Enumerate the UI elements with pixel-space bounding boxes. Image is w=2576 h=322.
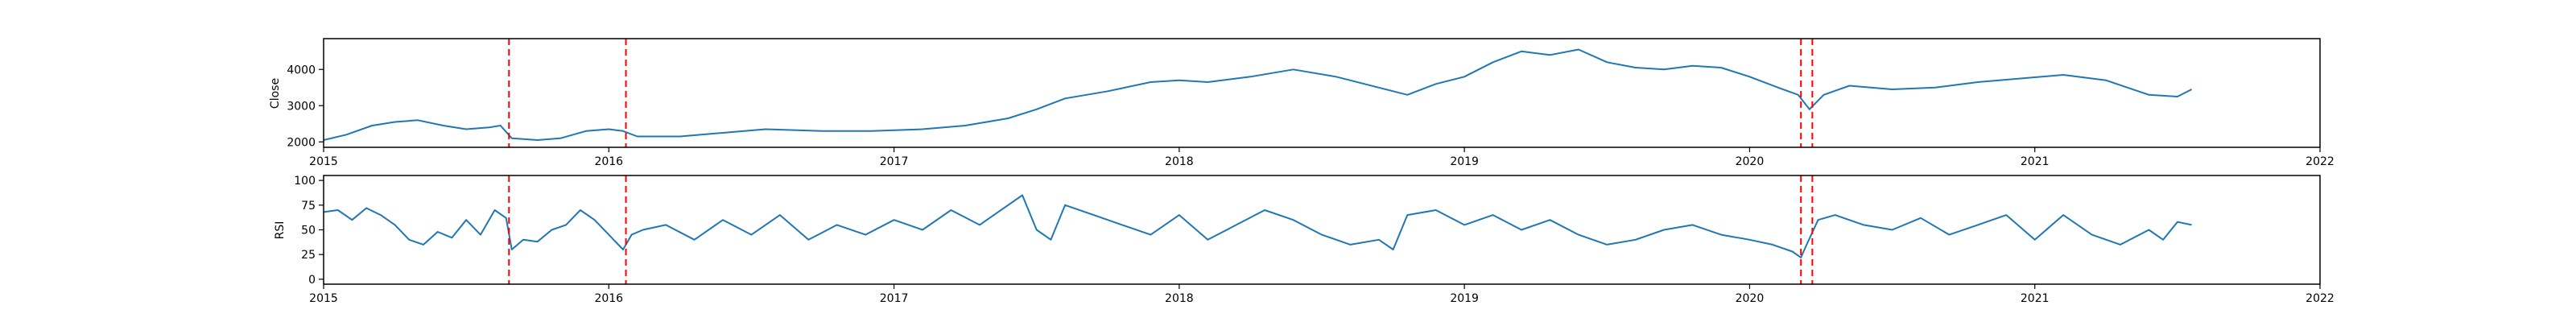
close-x-tick-label: 2016 <box>594 155 623 168</box>
close-x-tick-label: 2018 <box>1165 155 1194 168</box>
close-x-tick-label: 2019 <box>1450 155 1479 168</box>
close-x-tick-label: 2022 <box>2306 155 2334 168</box>
close-y-axis-label: Close <box>269 78 282 109</box>
rsi-x-tick-label: 2020 <box>1736 292 1765 305</box>
close-y-tick-label: 4000 <box>287 64 316 76</box>
rsi-x-tick-label: 2015 <box>309 292 338 305</box>
close-x-tick-label: 2017 <box>880 155 909 168</box>
rsi-y-tick-label: 50 <box>301 225 316 237</box>
rsi-y-axis-label: RSI <box>274 221 287 240</box>
rsi-y-tick-label: 0 <box>308 274 316 287</box>
rsi-x-tick-label: 2016 <box>594 292 623 305</box>
rsi-x-tick-label: 2017 <box>880 292 909 305</box>
rsi-plot-area <box>323 175 2192 284</box>
rsi-x-tick-label: 2022 <box>2306 292 2334 305</box>
close-x-tick-label: 2015 <box>309 155 338 168</box>
close-series-line <box>323 48 2193 141</box>
close-y-tick-label: 2000 <box>287 136 316 149</box>
close-x-tick-label: 2021 <box>2021 155 2050 168</box>
rsi-x-tick-label: 2021 <box>2021 292 2050 305</box>
rsi-series-line <box>323 194 2192 258</box>
rsi-x-tick-label: 2018 <box>1165 292 1194 305</box>
close-plot-area <box>323 39 2193 147</box>
close-x-tick-label: 2020 <box>1736 155 1765 168</box>
rsi-y-tick-label: 25 <box>301 249 316 262</box>
rsi-panel: RSI 2015 2016 2017 2018 2019 2020 2021 2022 0 25 5… <box>274 175 2334 305</box>
close-panel: Close 2015 2016 2017 2018 2019 2020 2021 202220… <box>269 38 2334 168</box>
rsi-y-tick-label: 100 <box>294 175 316 188</box>
rsi-x-tick-label: 2019 <box>1450 292 1479 305</box>
rsi-axis-ticks: 2015 2016 2017 2018 2019 2020 2021 2022 0 25 50 75 1… <box>294 175 2334 305</box>
close-axis-ticks: 2015 2016 2017 2018 2019 2020 2021 2022 2000 3000… <box>287 64 2334 168</box>
rsi-axes-frame <box>323 175 2321 285</box>
rsi-y-tick-label: 75 <box>301 200 316 213</box>
close-axes-frame <box>323 38 2321 148</box>
close-y-tick-label: 3000 <box>287 100 316 113</box>
